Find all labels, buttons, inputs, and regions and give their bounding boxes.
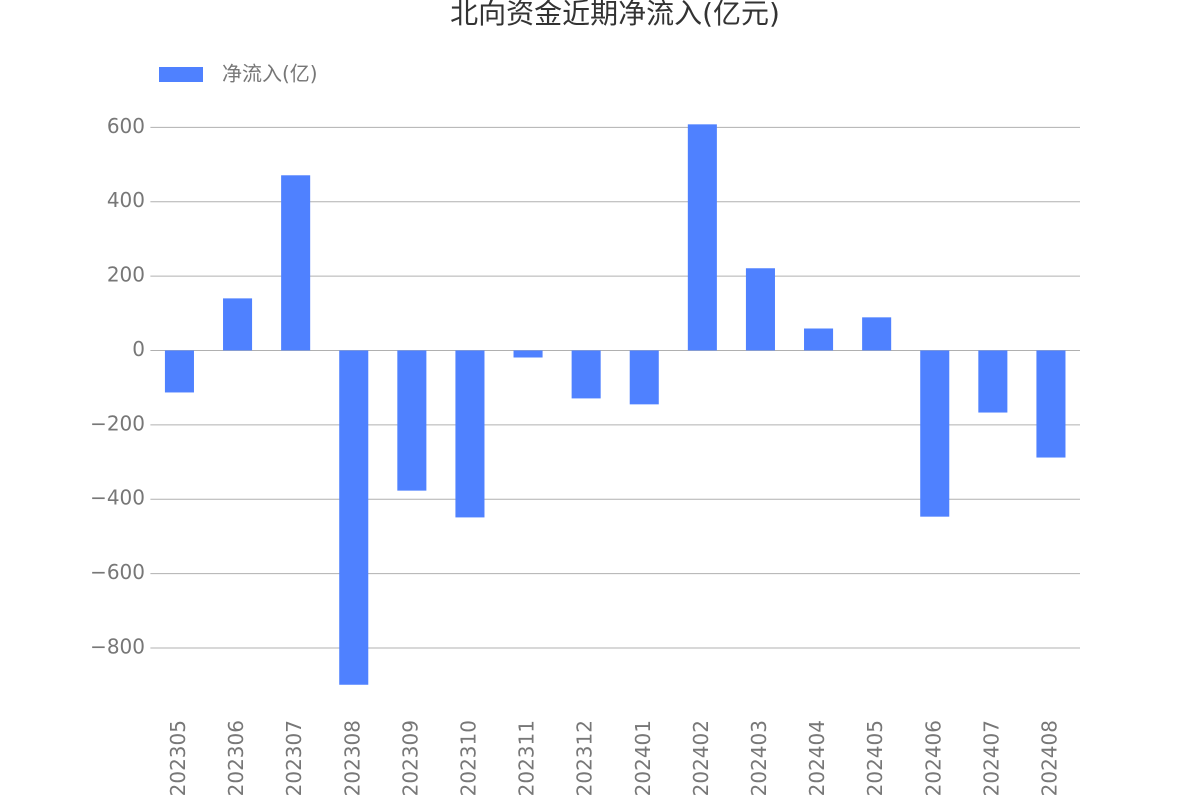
bar: [978, 350, 1008, 413]
bar: [455, 350, 485, 518]
y-tick-label: 0: [132, 337, 145, 361]
chart-title: 北向资金近期净流入(亿元): [450, 0, 780, 30]
bar: [571, 350, 601, 399]
y-tick-label: 400: [107, 188, 145, 212]
legend-swatch: [159, 67, 203, 82]
bar: [164, 350, 194, 393]
x-tick-label: 202312: [573, 720, 597, 796]
y-tick-label: 600: [107, 114, 145, 138]
legend-label: 净流入(亿): [222, 62, 318, 86]
bar: [223, 298, 253, 351]
x-tick-label: 202307: [282, 720, 306, 796]
x-tick-label: 202310: [456, 720, 480, 796]
x-tick-label: 202308: [340, 720, 364, 796]
x-tick-label: 202402: [689, 720, 713, 796]
x-tick-label: 202309: [398, 720, 422, 796]
y-tick-label: −800: [90, 634, 145, 658]
x-tick-label: 202407: [979, 720, 1003, 796]
bar: [804, 328, 834, 351]
bar: [745, 268, 775, 351]
bar: [339, 350, 369, 685]
x-tick-label: 202404: [805, 720, 829, 796]
x-tick-label: 202408: [1037, 720, 1061, 796]
x-tick-label: 202403: [747, 720, 771, 796]
bar: [1036, 350, 1066, 458]
bar: [862, 317, 892, 351]
y-tick-label: 200: [107, 263, 145, 287]
y-tick-label: −200: [90, 411, 145, 435]
bar: [281, 175, 311, 351]
bar: [397, 350, 427, 491]
bar: [513, 350, 543, 358]
x-tick-label: 202401: [631, 720, 655, 796]
x-tick-label: 202406: [921, 720, 945, 796]
x-tick-label: 202306: [224, 720, 248, 796]
x-tick-label: 202311: [515, 720, 539, 796]
bar: [629, 350, 659, 405]
y-tick-label: −400: [90, 486, 145, 510]
x-tick-label: 202305: [166, 720, 190, 796]
bar: [920, 350, 950, 517]
y-tick-label: −600: [90, 560, 145, 584]
x-tick-label: 202405: [863, 720, 887, 796]
bar: [687, 124, 717, 351]
